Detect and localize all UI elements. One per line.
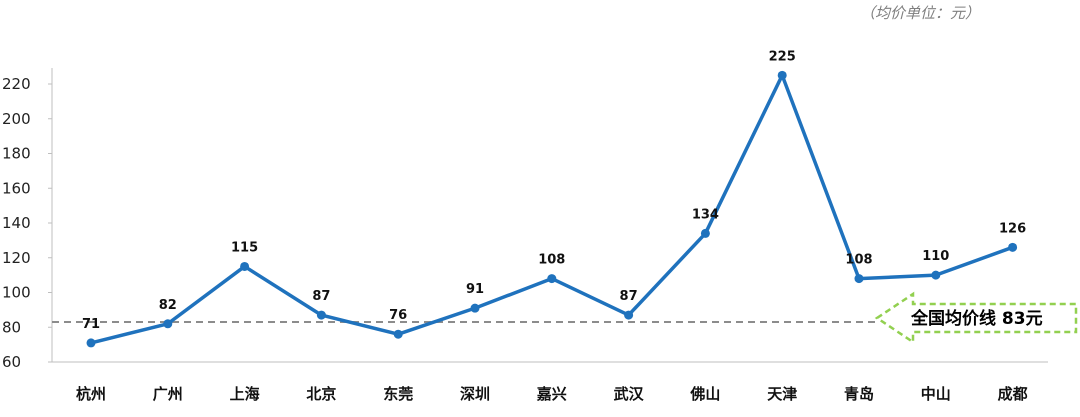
y-tick-label: 100 bbox=[2, 284, 31, 302]
series-group bbox=[86, 70, 1018, 348]
data-label: 115 bbox=[231, 240, 258, 255]
reference-callout-arrow bbox=[874, 291, 1078, 345]
x-tick-label: 天津 bbox=[767, 385, 797, 403]
data-label: 108 bbox=[845, 253, 872, 268]
x-tick-label: 青岛 bbox=[844, 385, 874, 403]
data-label: 126 bbox=[999, 221, 1026, 236]
data-point bbox=[777, 70, 787, 80]
x-tick-label: 佛山 bbox=[689, 385, 720, 403]
y-tick-label: 140 bbox=[2, 214, 31, 232]
data-label: 110 bbox=[922, 249, 949, 264]
x-tick-label: 杭州 bbox=[76, 385, 106, 403]
data-point bbox=[86, 338, 96, 348]
data-label: 76 bbox=[389, 308, 407, 323]
x-tick-label: 深圳 bbox=[460, 385, 490, 403]
y-tick-label: 60 bbox=[2, 353, 21, 371]
x-axis: 杭州 广州 上海 北京 东莞 深圳 嘉兴 武汉 佛山 天津 青岛 中山 成都 bbox=[52, 361, 1048, 403]
data-point bbox=[931, 270, 941, 280]
reference-line-group: 全国均价线 83元 bbox=[52, 291, 1078, 345]
y-tick-label: 80 bbox=[2, 318, 21, 336]
data-point bbox=[470, 303, 480, 313]
y-tick-label: 120 bbox=[2, 249, 31, 267]
x-tick-label: 嘉兴 bbox=[536, 385, 567, 403]
data-label: 225 bbox=[769, 49, 796, 64]
data-point bbox=[240, 261, 250, 271]
data-label: 87 bbox=[620, 289, 638, 304]
y-axis: 60 80 100 120 140 160 180 200 220 bbox=[2, 68, 53, 371]
x-tick-label: 成都 bbox=[998, 385, 1028, 403]
y-tick-label: 160 bbox=[2, 179, 31, 197]
data-label: 91 bbox=[466, 282, 484, 297]
data-point bbox=[700, 228, 710, 238]
data-label: 134 bbox=[692, 207, 719, 222]
x-tick-label: 广州 bbox=[153, 385, 183, 403]
series-line bbox=[89, 73, 1015, 345]
data-point bbox=[163, 319, 173, 329]
unit-note: （均价单位：元） bbox=[860, 4, 981, 22]
data-labels: 71 82 115 87 76 91 108 87 134 225 108 110 126 bbox=[82, 49, 1026, 332]
data-label: 82 bbox=[159, 298, 177, 313]
x-tick-label: 北京 bbox=[306, 385, 336, 403]
x-tick-label: 东莞 bbox=[383, 385, 413, 403]
y-tick-label: 200 bbox=[2, 110, 31, 128]
data-point bbox=[547, 274, 557, 284]
y-tick-label: 220 bbox=[2, 75, 31, 93]
data-label: 71 bbox=[82, 317, 100, 332]
data-point bbox=[1008, 242, 1018, 252]
data-label: 108 bbox=[538, 253, 565, 268]
data-label: 87 bbox=[312, 289, 330, 304]
data-point bbox=[624, 310, 634, 320]
x-tick-label: 武汉 bbox=[614, 385, 645, 403]
data-point bbox=[854, 274, 864, 284]
y-tick-label: 180 bbox=[2, 145, 31, 163]
reference-label: 全国均价线 83元 bbox=[910, 308, 1043, 329]
x-tick-label: 上海 bbox=[230, 385, 260, 403]
x-tick-label: 中山 bbox=[921, 385, 951, 403]
data-point bbox=[393, 329, 403, 339]
data-point bbox=[316, 310, 326, 320]
